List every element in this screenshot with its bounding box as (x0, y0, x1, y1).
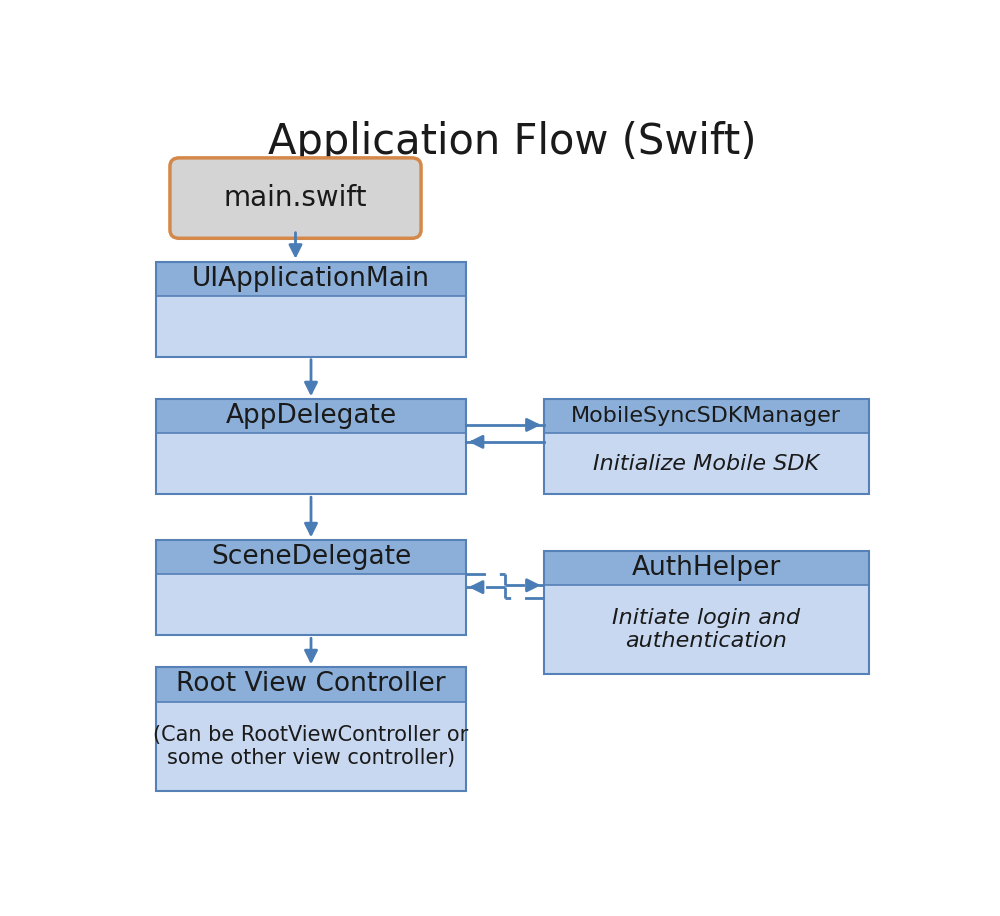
Bar (156, 399, 466, 433)
Text: Initialize Mobile SDK: Initialize Mobile SDK (593, 453, 819, 474)
Text: (Can be RootViewController or
some other view controller): (Can be RootViewController or some other… (153, 725, 469, 768)
Text: Root View Controller: Root View Controller (176, 671, 446, 697)
Bar (156, 399, 466, 495)
Bar (544, 433, 869, 495)
Text: main.swift: main.swift (224, 184, 367, 213)
Bar (156, 574, 466, 636)
FancyBboxPatch shape (170, 158, 421, 238)
Text: UIApplicationMain: UIApplicationMain (192, 266, 430, 291)
Bar (156, 540, 466, 574)
Bar (544, 551, 869, 674)
Text: SceneDelegate: SceneDelegate (211, 544, 411, 571)
Bar (156, 540, 466, 636)
Text: AuthHelper: AuthHelper (632, 555, 781, 581)
Bar (156, 262, 466, 296)
Bar (544, 551, 869, 585)
Text: AppDelegate: AppDelegate (225, 403, 397, 430)
Text: Initiate login and
authentication: Initiate login and authentication (612, 608, 800, 651)
Bar (156, 262, 466, 356)
Bar (544, 399, 869, 433)
Text: Application Flow (Swift): Application Flow (Swift) (268, 121, 757, 163)
Bar (156, 433, 466, 495)
Bar (156, 667, 466, 702)
Bar (544, 399, 869, 495)
Bar (544, 585, 869, 674)
Bar (156, 296, 466, 356)
Bar (156, 702, 466, 791)
Text: MobileSyncSDKManager: MobileSyncSDKManager (571, 406, 841, 426)
Bar (156, 667, 466, 791)
